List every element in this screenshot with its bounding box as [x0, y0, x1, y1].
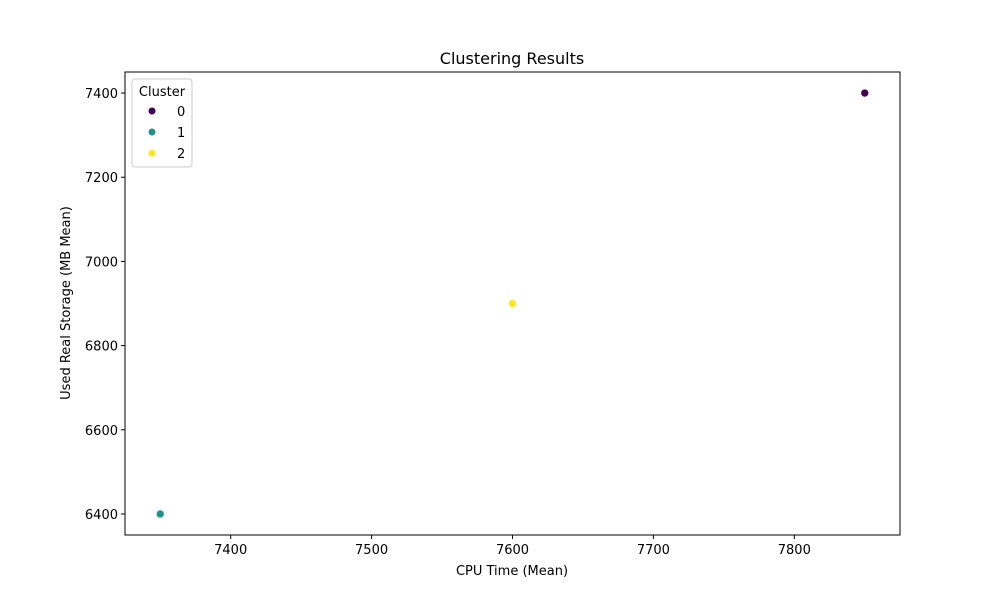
data-point-cluster-0	[860, 88, 870, 98]
legend-label-0: 0	[177, 105, 185, 120]
y-tick-label: 7000	[85, 255, 118, 270]
x-axis-label: CPU Time (Mean)	[456, 564, 568, 579]
y-tick-label: 7200	[85, 171, 118, 186]
data-points	[155, 88, 870, 519]
data-point-cluster-1	[155, 509, 165, 519]
y-axis-label: Used Real Storage (MB Mean)	[59, 206, 74, 400]
x-tick-label: 7500	[355, 543, 388, 558]
legend-label-2: 2	[177, 147, 185, 162]
y-tick-label: 6600	[85, 424, 118, 439]
x-axis: 7400 7500 7600 7700 7800	[214, 535, 811, 558]
y-axis: 6400 6600 6800 7000 7200 7400	[85, 87, 125, 523]
legend-marker-1	[148, 128, 156, 136]
x-tick-label: 7400	[214, 543, 247, 558]
y-tick-label: 6800	[85, 340, 118, 355]
legend: Cluster 0 1 2	[131, 78, 193, 168]
y-tick-label: 7400	[85, 87, 118, 102]
x-tick-label: 7800	[778, 543, 811, 558]
data-point-cluster-2	[508, 299, 517, 308]
legend-label-1: 1	[177, 126, 185, 141]
legend-marker-0	[148, 107, 156, 115]
legend-marker-2	[148, 149, 156, 157]
legend-title: Cluster	[139, 85, 186, 100]
y-tick-label: 6400	[85, 508, 118, 523]
x-tick-label: 7700	[637, 543, 670, 558]
x-tick-label: 7600	[496, 543, 529, 558]
legend-box	[131, 78, 193, 168]
chart-title: Clustering Results	[440, 49, 584, 68]
